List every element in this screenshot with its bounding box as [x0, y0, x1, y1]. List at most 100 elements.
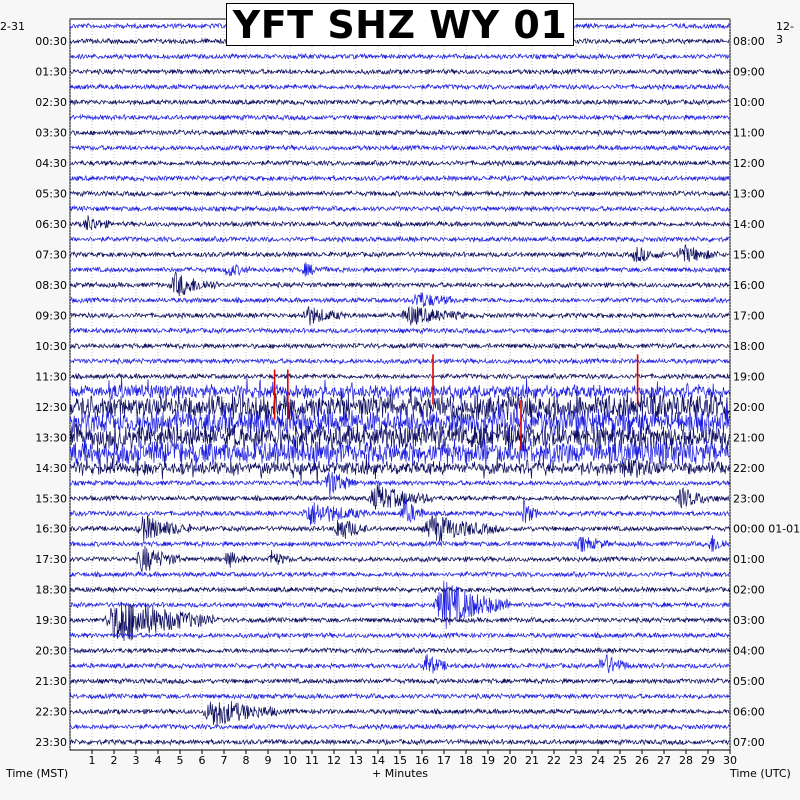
left-time-label: 17:30: [35, 553, 67, 566]
x-tick-label: 9: [265, 754, 272, 767]
x-tick-label: 15: [393, 754, 407, 767]
x-tick-label: 10: [283, 754, 297, 767]
x-tick-label: 25: [613, 754, 627, 767]
right-time-label: 09:00: [733, 66, 765, 79]
trace-line: [69, 342, 730, 350]
right-time-label: 15:00: [733, 249, 765, 262]
y-axis-right-label: Time (UTC): [730, 767, 791, 780]
start-date-label: 2-31: [0, 20, 25, 33]
left-time-label: 10:30: [35, 340, 67, 353]
right-time-label: 14:00: [733, 218, 765, 231]
left-time-label: 09:30: [35, 309, 67, 322]
x-tick-label: 17: [437, 754, 451, 767]
x-tick-label: 19: [481, 754, 495, 767]
trace-line: [69, 484, 730, 510]
end-date-label: 12-3: [776, 20, 794, 46]
x-tick-label: 18: [459, 754, 473, 767]
right-time-label: 19:00: [733, 370, 765, 383]
trace-line: [69, 376, 730, 409]
left-time-label: 11:30: [35, 370, 67, 383]
trace-line: [69, 159, 730, 168]
left-time-label: 15:30: [35, 492, 67, 505]
left-time-label: 03:30: [35, 127, 67, 140]
x-tick-label: 12: [327, 754, 341, 767]
chart-title: YFT SHZ WY 01: [226, 3, 574, 47]
right-time-label: 11:00: [733, 127, 765, 140]
left-time-label: 04:30: [35, 157, 67, 170]
left-time-label: 18:30: [35, 584, 67, 597]
left-time-label: 06:30: [35, 218, 67, 231]
left-time-label: 07:30: [35, 249, 67, 262]
trace-line: [69, 271, 730, 297]
x-tick-label: 23: [569, 754, 583, 767]
x-axis-label: + Minutes: [372, 767, 429, 780]
trace-line: [69, 581, 730, 629]
right-time-label: 06:00: [733, 706, 765, 719]
right-time-label: 18:00: [733, 340, 765, 353]
right-time-label: 21:00: [733, 431, 765, 444]
x-tick-label: 7: [221, 754, 228, 767]
left-time-label: 14:30: [35, 462, 67, 475]
right-time-labels: 08:00 09:00 10:00 11:00 12:00 13:00 14:00 15:00…: [733, 35, 800, 749]
x-tick-label: 2: [111, 754, 118, 767]
trace-line: [69, 128, 730, 137]
trace-line: [69, 432, 730, 477]
trace-line: [69, 205, 730, 213]
left-time-label: 02:30: [35, 96, 67, 109]
trace-line: [69, 83, 730, 92]
x-tick-label: 22: [547, 754, 561, 767]
trace-line: [69, 535, 730, 552]
right-time-label: 12:00: [733, 157, 765, 170]
trace-line: [69, 545, 730, 573]
left-time-label: 19:30: [35, 614, 67, 627]
trace-line: [69, 235, 730, 244]
trace-line: [69, 52, 730, 61]
x-axis-ticks: 1 2 3 4 5 6 7 8 9 10 11 12 13 14 15 16 17 18 19 20 21 22 23 24 2…: [89, 750, 737, 767]
trace-line: [69, 357, 730, 366]
trace-line: [69, 144, 730, 152]
x-tick-label: 1: [89, 754, 96, 767]
trace-line: [69, 646, 730, 655]
x-tick-label: 3: [133, 754, 140, 767]
right-time-label: 04:00: [733, 645, 765, 658]
left-time-label: 05:30: [35, 188, 67, 201]
trace-line: [69, 399, 730, 444]
x-tick-label: 5: [177, 754, 184, 767]
left-time-label: 13:30: [35, 431, 67, 444]
right-time-label: 05:00: [733, 675, 765, 688]
right-time-label: 20:00: [733, 401, 765, 414]
trace-line: [69, 631, 730, 640]
left-time-label: 20:30: [35, 645, 67, 658]
trace-line: [69, 701, 730, 727]
trace-line: [69, 244, 730, 263]
x-tick-label: 29: [701, 754, 715, 767]
trace-line: [69, 306, 730, 326]
trace-line: [69, 585, 730, 594]
left-time-label: 01:30: [35, 66, 67, 79]
right-time-label: 00:00 01-01: [733, 523, 800, 536]
trace-line: [69, 326, 730, 335]
x-tick-label: 21: [525, 754, 539, 767]
x-tick-label: 14: [371, 754, 385, 767]
trace-line: [69, 215, 730, 231]
trace-line: [69, 174, 730, 183]
trace-line: [69, 98, 730, 107]
left-time-label: 23:30: [35, 736, 67, 749]
right-time-label: 03:00: [733, 614, 765, 627]
trace-line: [69, 262, 730, 277]
x-tick-label: 4: [155, 754, 162, 767]
seismic-traces: [69, 22, 730, 746]
trace-line: [69, 602, 730, 642]
trace-line: [69, 723, 730, 731]
x-tick-label: 16: [415, 754, 429, 767]
x-tick-label: 27: [657, 754, 671, 767]
right-time-label: 13:00: [733, 188, 765, 201]
trace-line: [70, 515, 730, 542]
trace-line: [70, 653, 730, 674]
trace-line: [69, 738, 730, 746]
left-time-label: 12:30: [35, 401, 67, 414]
right-time-label: 23:00: [733, 492, 765, 505]
trace-line: [69, 692, 730, 701]
right-time-label: 16:00: [733, 279, 765, 292]
